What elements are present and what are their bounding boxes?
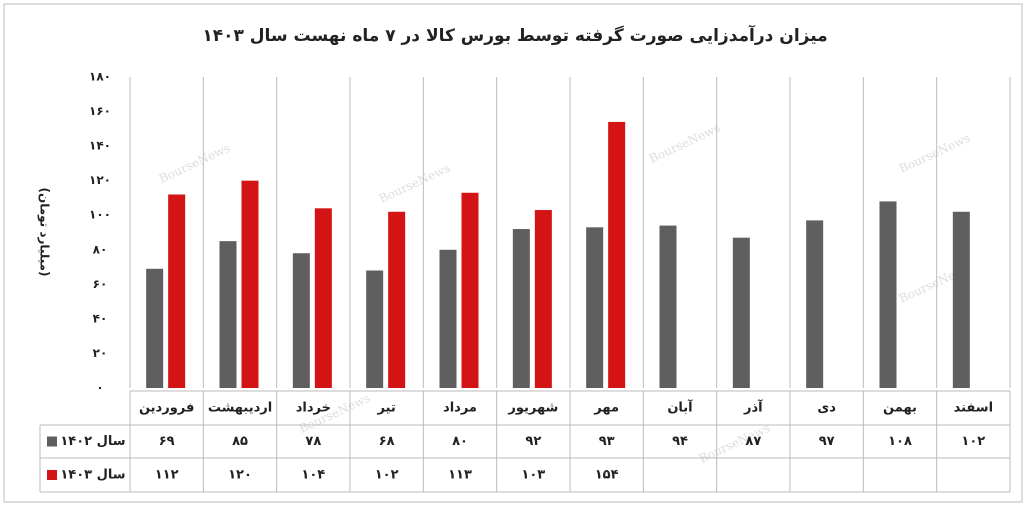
bar <box>608 121 626 388</box>
x-tick-label: اردیبهشت <box>208 401 272 416</box>
x-tick-label: مهر <box>593 401 619 416</box>
y-tick-label: ۲۰ <box>93 346 108 360</box>
x-tick-label: خرداد <box>296 401 331 416</box>
x-tick-label: مرداد <box>443 401 477 416</box>
bar <box>534 210 552 388</box>
bar <box>314 208 332 388</box>
chart-title: میزان درآمدزایی صورت گرفته توسط بورس کال… <box>202 24 827 46</box>
x-tick-label: آذر <box>743 399 763 416</box>
bar <box>219 241 237 388</box>
y-tick-label: ۱۶۰ <box>89 104 111 118</box>
value-label: ۱۰۴ <box>301 468 325 483</box>
x-tick-label: بهمن <box>883 401 917 416</box>
bar <box>461 192 479 388</box>
legend-label: سال ۱۴۰۳ <box>60 468 125 483</box>
value-label: ۶۸ <box>379 434 395 449</box>
bar <box>241 180 259 388</box>
bar <box>366 270 384 388</box>
value-label: ۸۷ <box>745 434 761 449</box>
y-axis-label: (میلیارد تومان) <box>37 187 52 276</box>
bar <box>732 237 750 388</box>
legend-swatch <box>47 436 57 447</box>
value-label: ۱۰۲ <box>375 468 399 483</box>
value-label: ۱۰۲ <box>961 434 985 449</box>
bar <box>439 249 457 388</box>
value-label: ۷۸ <box>305 434 321 449</box>
bar <box>586 227 604 388</box>
x-tick-label: فروردین <box>139 401 194 416</box>
y-tick-label: ۱۲۰ <box>89 173 111 187</box>
x-tick-label: تیر <box>377 401 396 416</box>
x-tick-label: آبان <box>667 399 693 416</box>
value-label: ۹۳ <box>599 434 615 449</box>
bar <box>952 211 970 388</box>
value-label: ۹۲ <box>525 434 541 449</box>
y-tick-label: ۱۴۰ <box>89 139 111 153</box>
y-tick-label: ۶۰ <box>93 277 108 291</box>
y-tick-label: ۴۰ <box>93 311 108 325</box>
bar <box>168 194 186 388</box>
bar <box>806 220 824 388</box>
bar <box>388 211 406 388</box>
value-label: ۶۹ <box>159 434 175 449</box>
x-tick-label: شهریور <box>507 401 558 416</box>
bar <box>292 253 310 388</box>
x-tick-label: اسفند <box>954 401 993 416</box>
y-tick-label: ۱۸۰ <box>89 70 111 84</box>
bar <box>146 268 164 388</box>
value-label: ۸۰ <box>452 434 468 449</box>
value-label: ۱۰۳ <box>521 468 545 483</box>
y-tick-label: ۸۰ <box>93 242 108 256</box>
value-label: ۹۷ <box>819 434 835 449</box>
value-label: ۸۵ <box>232 434 248 449</box>
bar <box>512 229 530 388</box>
value-label: ۱۱۲ <box>155 468 179 483</box>
value-label: ۱۱۳ <box>448 468 472 483</box>
legend-swatch <box>47 470 57 480</box>
legend-label: سال ۱۴۰۲ <box>60 434 125 449</box>
value-label: ۱۵۴ <box>595 468 619 483</box>
y-tick-label: ۰ <box>96 381 103 395</box>
y-tick-label: ۱۰۰ <box>89 208 111 222</box>
value-label: ۱۰۸ <box>888 434 912 449</box>
x-tick-label: دی <box>817 401 836 416</box>
value-label: ۹۴ <box>672 434 688 449</box>
bar <box>659 225 677 388</box>
value-label: ۱۲۰ <box>228 468 252 483</box>
bar <box>879 201 897 388</box>
